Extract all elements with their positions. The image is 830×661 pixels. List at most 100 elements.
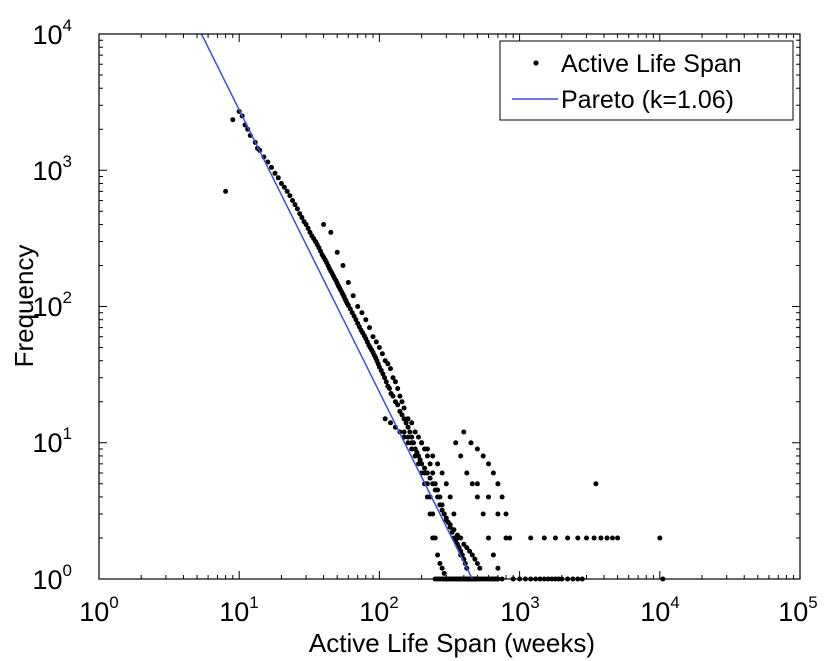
data-point [486, 535, 491, 541]
data-point [591, 535, 597, 541]
data-point [419, 461, 425, 467]
data-point [441, 511, 447, 517]
data-point [297, 211, 303, 217]
data-point [598, 535, 604, 541]
x-tick-labels: 100 101 102 103 104 105 [79, 593, 818, 627]
data-point [405, 434, 411, 440]
data-point [388, 366, 393, 372]
x-tick-label: 100 [79, 593, 119, 627]
data-point [575, 535, 581, 541]
data-point [461, 541, 467, 547]
data-point [615, 535, 621, 541]
data-point [604, 535, 610, 541]
data-point [507, 535, 513, 541]
data-point [435, 552, 441, 558]
data-point [403, 420, 409, 426]
data-point [447, 524, 453, 530]
data-point [474, 446, 480, 452]
data-point [439, 470, 445, 476]
data-point [321, 222, 327, 227]
data-point [480, 453, 486, 459]
data-point [328, 229, 334, 235]
data-point [486, 461, 491, 467]
data-point [445, 520, 451, 525]
data-point [430, 511, 436, 517]
data-point [373, 339, 379, 345]
data-point [443, 481, 449, 487]
data-point [294, 206, 300, 212]
data-point [416, 434, 421, 440]
data-point [610, 535, 615, 541]
data-point [449, 529, 455, 535]
data-point [424, 453, 430, 459]
x-tick-label: 103 [500, 593, 540, 627]
data-point [290, 198, 295, 203]
data-point [230, 117, 236, 123]
data-point [379, 351, 385, 357]
data-point [223, 188, 229, 194]
data-point [397, 393, 403, 399]
legend: Active Life Span Pareto (k=1.06) [499, 40, 794, 121]
data-point [427, 475, 433, 481]
data-point [422, 470, 428, 476]
data-point [278, 181, 284, 186]
data-point [409, 446, 415, 452]
data-point [469, 481, 475, 487]
data-point [477, 565, 483, 571]
data-point [490, 470, 496, 476]
legend-label-scatter: Active Life Span [561, 50, 742, 78]
data-point [275, 175, 281, 181]
data-point [435, 487, 441, 493]
legend-box [499, 40, 794, 121]
data-point [458, 453, 464, 459]
data-point [461, 429, 467, 435]
data-point [439, 565, 445, 571]
data-point [387, 386, 392, 391]
data-point [399, 399, 405, 405]
data-point [303, 222, 309, 227]
data-point [432, 535, 438, 541]
data-point [503, 511, 509, 517]
data-point [269, 164, 274, 170]
data-point [437, 494, 443, 500]
data-point [528, 535, 534, 541]
data-point [409, 420, 415, 426]
data-point [390, 393, 396, 399]
y-axis-label: Frequency [9, 245, 39, 368]
data-point [340, 263, 346, 268]
fit-line-layer [200, 33, 473, 580]
data-point [657, 535, 663, 541]
data-point [376, 345, 382, 350]
data-point [419, 440, 425, 446]
data-point [495, 565, 501, 571]
y-tick-label: 104 [32, 16, 72, 50]
data-point [451, 511, 457, 517]
data-point [430, 470, 436, 476]
data-point [382, 416, 388, 422]
data-point [417, 457, 423, 463]
data-point [412, 446, 418, 452]
data-point [395, 402, 401, 408]
legend-marker-points [533, 60, 539, 66]
data-point [401, 429, 407, 435]
data-point [390, 375, 396, 381]
x-axis-label: Active Life Span (weeks) [309, 628, 595, 658]
data-point [441, 570, 447, 576]
data-point [395, 386, 401, 391]
data-point [422, 465, 428, 471]
data-point [432, 481, 438, 487]
data-point [464, 470, 470, 476]
data-point [439, 502, 445, 508]
data-point [416, 453, 421, 459]
data-point [350, 293, 356, 299]
data-point [503, 535, 509, 541]
data-point [474, 561, 480, 566]
data-point [486, 494, 491, 500]
data-point [593, 481, 599, 487]
data-point [480, 511, 486, 517]
data-point [347, 306, 353, 312]
data-point [305, 225, 311, 231]
data-point [382, 375, 388, 381]
data-point [405, 416, 411, 422]
